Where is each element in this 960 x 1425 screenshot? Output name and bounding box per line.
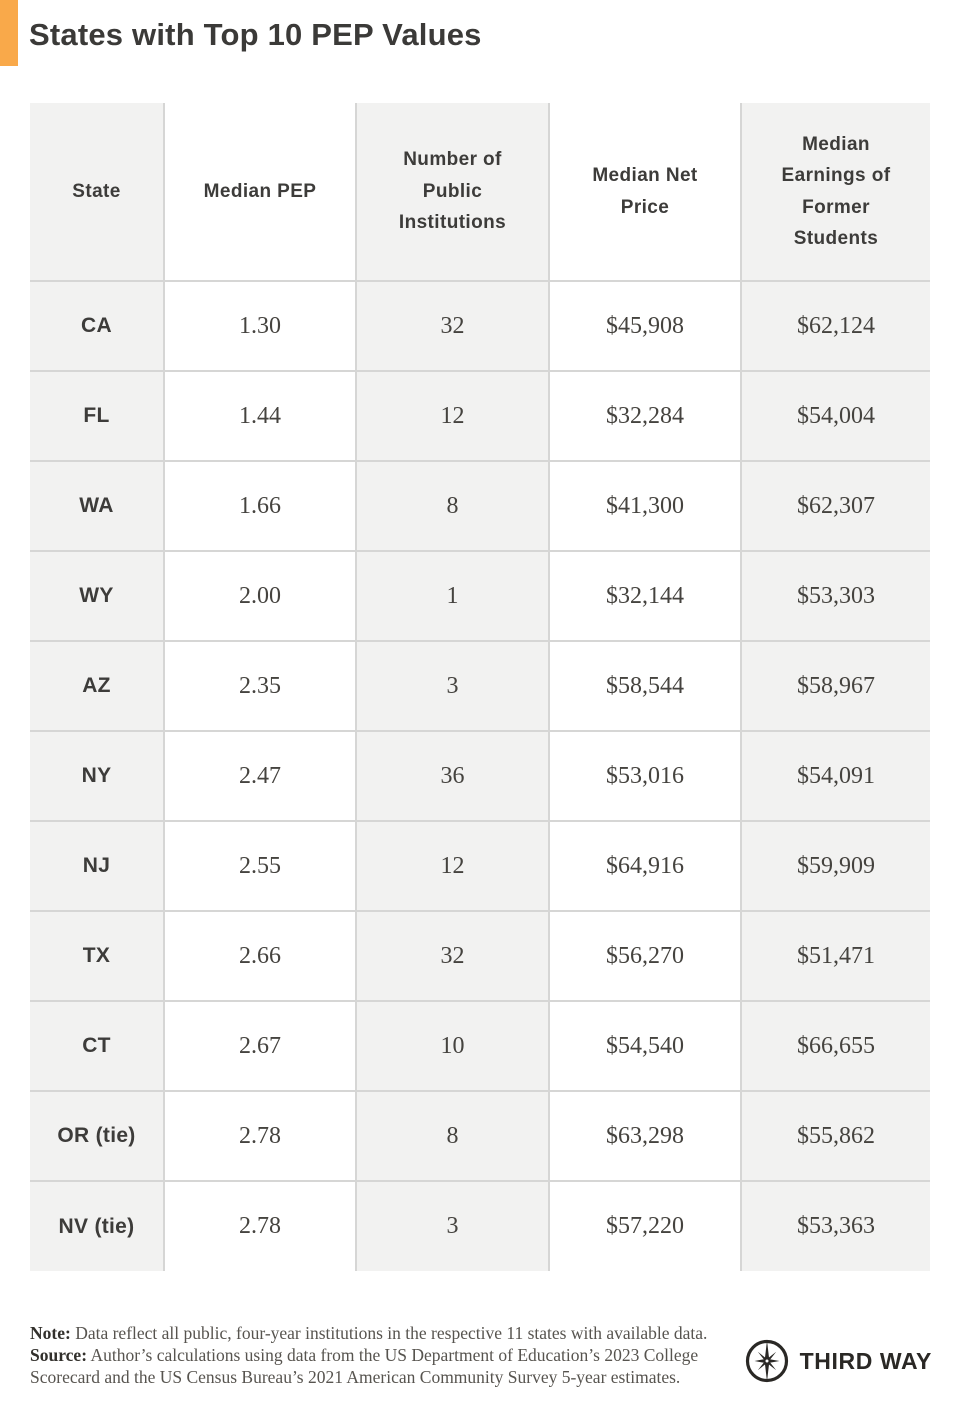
table-row: NV (tie) 2.78 3 $57,220 $53,363 — [29, 1180, 931, 1272]
third-way-logo: THIRD WAY — [744, 1338, 932, 1384]
col-header-state: State — [29, 102, 165, 282]
third-way-logo-text: THIRD WAY — [799, 1347, 932, 1374]
cell-net-price: $53,016 — [548, 730, 742, 822]
cell-net-price: $45,908 — [548, 280, 742, 372]
cell-state: WY — [29, 550, 165, 642]
cell-num-institutions: 8 — [355, 460, 550, 552]
table-row: CA 1.30 32 $45,908 $62,124 — [29, 280, 931, 372]
cell-earnings: $62,307 — [740, 460, 931, 552]
note-label: Note: — [30, 1323, 71, 1343]
col-header-net-price: Median Net Price — [548, 102, 742, 282]
cell-state: NV (tie) — [29, 1180, 165, 1272]
compass-star-icon — [744, 1338, 790, 1384]
note-line: Note: Data reflect all public, four-year… — [30, 1322, 742, 1344]
cell-median-pep: 2.35 — [163, 640, 357, 732]
cell-net-price: $63,298 — [548, 1090, 742, 1182]
cell-earnings: $53,303 — [740, 550, 931, 642]
cell-num-institutions: 3 — [355, 1180, 550, 1272]
cell-net-price: $64,916 — [548, 820, 742, 912]
cell-median-pep: 2.55 — [163, 820, 357, 912]
cell-median-pep: 1.66 — [163, 460, 357, 552]
cell-num-institutions: 36 — [355, 730, 550, 822]
cell-median-pep: 2.47 — [163, 730, 357, 822]
cell-median-pep: 2.78 — [163, 1090, 357, 1182]
cell-state: NJ — [29, 820, 165, 912]
cell-num-institutions: 32 — [355, 910, 550, 1002]
footer: Note: Data reflect all public, four-year… — [30, 1322, 932, 1388]
cell-earnings: $66,655 — [740, 1000, 931, 1092]
cell-num-institutions: 10 — [355, 1000, 550, 1092]
col-header-num-institutions: Number of Public Institutions — [355, 102, 550, 282]
table-row: CT 2.67 10 $54,540 $66,655 — [29, 1000, 931, 1092]
cell-earnings: $58,967 — [740, 640, 931, 732]
cell-state: TX — [29, 910, 165, 1002]
cell-net-price: $32,284 — [548, 370, 742, 462]
note-text: Data reflect all public, four-year insti… — [75, 1323, 708, 1343]
cell-state: WA — [29, 460, 165, 552]
cell-median-pep: 1.30 — [163, 280, 357, 372]
cell-net-price: $54,540 — [548, 1000, 742, 1092]
cell-num-institutions: 32 — [355, 280, 550, 372]
cell-state: AZ — [29, 640, 165, 732]
footnotes: Note: Data reflect all public, four-year… — [30, 1322, 742, 1388]
table-row: NJ 2.55 12 $64,916 $59,909 — [29, 820, 931, 912]
cell-net-price: $41,300 — [548, 460, 742, 552]
cell-num-institutions: 1 — [355, 550, 550, 642]
table-row: OR (tie) 2.78 8 $63,298 $55,862 — [29, 1090, 931, 1182]
cell-median-pep: 2.00 — [163, 550, 357, 642]
cell-earnings: $53,363 — [740, 1180, 931, 1272]
cell-earnings: $62,124 — [740, 280, 931, 372]
cell-median-pep: 2.66 — [163, 910, 357, 1002]
cell-median-pep: 2.67 — [163, 1000, 357, 1092]
cell-state: FL — [29, 370, 165, 462]
cell-num-institutions: 12 — [355, 820, 550, 912]
table-row: FL 1.44 12 $32,284 $54,004 — [29, 370, 931, 462]
cell-net-price: $56,270 — [548, 910, 742, 1002]
table-row: TX 2.66 32 $56,270 $51,471 — [29, 910, 931, 1002]
table-row: NY 2.47 36 $53,016 $54,091 — [29, 730, 931, 822]
cell-earnings: $54,091 — [740, 730, 931, 822]
cell-state: CA — [29, 280, 165, 372]
cell-state: CT — [29, 1000, 165, 1092]
table-row: AZ 2.35 3 $58,544 $58,967 — [29, 640, 931, 732]
cell-net-price: $58,544 — [548, 640, 742, 732]
cell-state: OR (tie) — [29, 1090, 165, 1182]
cell-earnings: $51,471 — [740, 910, 931, 1002]
cell-num-institutions: 3 — [355, 640, 550, 732]
source-label: Source: — [30, 1345, 88, 1366]
accent-bar — [0, 0, 18, 66]
source-text: Author’s calculations using data from th… — [30, 1345, 699, 1388]
cell-earnings: $54,004 — [740, 370, 931, 462]
title-block: States with Top 10 PEP Values — [0, 0, 482, 66]
cell-median-pep: 2.78 — [163, 1180, 357, 1272]
pep-values-table: State Median PEP Number of Public Instit… — [29, 102, 931, 1272]
col-header-median-pep: Median PEP — [163, 102, 357, 282]
table-row: WY 2.00 1 $32,144 $53,303 — [29, 550, 931, 642]
cell-earnings: $59,909 — [740, 820, 931, 912]
source-line: Source: Author’s calculations using data… — [30, 1344, 742, 1388]
cell-num-institutions: 12 — [355, 370, 550, 462]
col-header-earnings: Median Earnings of Former Students — [740, 102, 931, 282]
cell-net-price: $57,220 — [548, 1180, 742, 1272]
cell-state: NY — [29, 730, 165, 822]
cell-earnings: $55,862 — [740, 1090, 931, 1182]
page-title: States with Top 10 PEP Values — [29, 17, 482, 52]
cell-net-price: $32,144 — [548, 550, 742, 642]
cell-num-institutions: 8 — [355, 1090, 550, 1182]
table-row: WA 1.66 8 $41,300 $62,307 — [29, 460, 931, 552]
cell-median-pep: 1.44 — [163, 370, 357, 462]
table-header-row: State Median PEP Number of Public Instit… — [29, 102, 931, 282]
